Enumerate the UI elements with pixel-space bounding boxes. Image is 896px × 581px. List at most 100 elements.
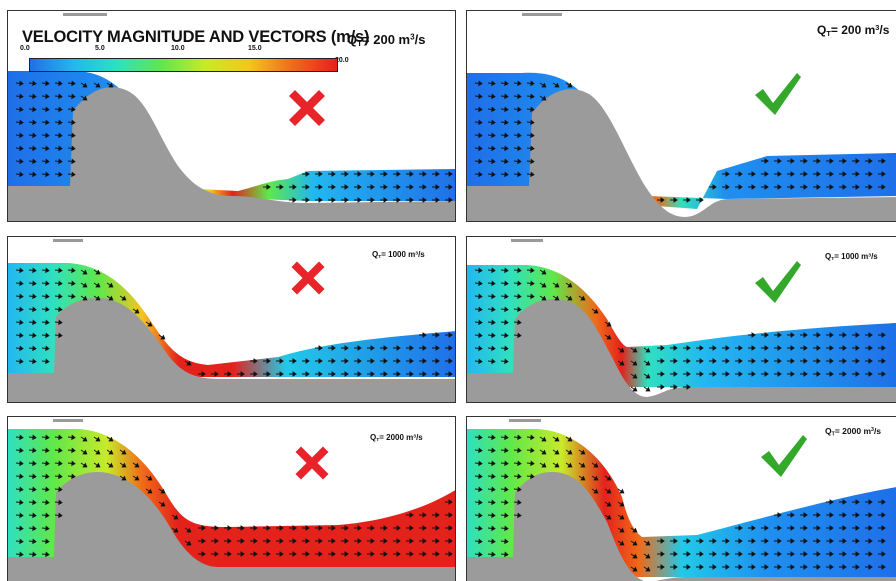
velocity-vector-arrow <box>526 132 535 139</box>
velocity-vector-arrow <box>487 119 496 126</box>
velocity-vector-arrow <box>500 525 509 532</box>
velocity-vector-arrow <box>93 436 101 442</box>
velocity-vector-arrow <box>406 197 414 203</box>
x-mark-icon <box>291 261 325 295</box>
velocity-vector-arrow <box>657 358 665 364</box>
velocity-vector-arrow <box>341 358 349 364</box>
velocity-vector-arrow <box>526 93 535 100</box>
velocity-vector-arrow <box>852 158 860 164</box>
velocity-vector-arrow <box>41 447 50 454</box>
velocity-vector-arrow <box>474 280 483 287</box>
velocity-vector-arrow <box>474 319 483 326</box>
velocity-vector-arrow <box>487 358 496 365</box>
velocity-vector-arrow <box>341 171 349 177</box>
velocity-vector-arrow <box>171 514 179 520</box>
velocity-vector-arrow <box>41 293 50 300</box>
velocity-vector-arrow <box>722 538 730 544</box>
velocity-vector-arrow <box>28 132 37 139</box>
velocity-vector-arrow <box>552 462 560 468</box>
velocity-vector-arrow <box>289 371 297 377</box>
velocity-vector-arrow <box>839 171 847 177</box>
velocity-vector-arrow <box>28 80 37 87</box>
velocity-vector-arrow <box>813 158 821 164</box>
velocity-vector-arrow <box>826 538 834 544</box>
velocity-vector-arrow <box>158 501 166 507</box>
velocity-vector-arrow <box>393 551 401 557</box>
velocity-vector-arrow <box>500 306 509 313</box>
velocity-vector-arrow <box>41 486 50 493</box>
velocity-vector-arrow <box>552 282 560 288</box>
velocity-vector-arrow <box>826 551 834 557</box>
velocity-vector-arrow <box>709 358 717 364</box>
velocity-vector-arrow <box>839 358 847 364</box>
velocity-vector-arrow <box>500 145 509 152</box>
velocity-vector-arrow <box>341 525 349 531</box>
velocity-vector-arrow <box>526 119 535 126</box>
velocity-vector-arrow <box>774 525 782 531</box>
velocity-vector-arrow <box>289 358 297 364</box>
velocity-vector-arrow <box>500 538 509 545</box>
velocity-vector-arrow <box>604 514 612 520</box>
velocity-vector-arrow <box>500 460 509 467</box>
velocity-vector-arrow <box>41 171 50 178</box>
velocity-vector-arrow <box>41 345 50 352</box>
velocity-vector-arrow <box>487 434 496 441</box>
velocity-vector-arrow <box>367 184 375 190</box>
velocity-vector-arrow <box>800 345 808 351</box>
velocity-vector-arrow <box>119 462 127 468</box>
velocity-vector-arrow <box>393 358 401 364</box>
velocity-vector-arrow <box>617 527 625 533</box>
velocity-vector-arrow <box>774 551 782 557</box>
velocity-vector-arrow <box>487 80 496 87</box>
velocity-vector-arrow <box>445 197 453 203</box>
velocity-vector-arrow <box>380 197 388 203</box>
velocity-vector-arrow <box>513 473 522 480</box>
velocity-vector-arrow <box>419 345 427 351</box>
velocity-vector-arrow <box>445 171 453 177</box>
velocity-vector-arrow <box>54 332 63 339</box>
velocity-vector-arrow <box>813 525 821 531</box>
velocity-vector-arrow <box>865 158 873 164</box>
velocity-vector-arrow <box>15 525 24 532</box>
discharge-label: QT= 1000 m3/s <box>825 252 878 263</box>
velocity-vector-arrow <box>761 345 769 351</box>
velocity-vector-arrow <box>513 486 522 493</box>
velocity-vector-arrow <box>487 280 496 287</box>
velocity-vector-arrow <box>500 132 509 139</box>
velocity-vector-arrow <box>474 551 483 558</box>
velocity-vector-arrow <box>800 538 808 544</box>
velocity-vector-arrow <box>380 184 388 190</box>
velocity-vector-arrow <box>67 93 76 100</box>
velocity-vector-arrow <box>67 132 76 139</box>
velocity-vector-arrow <box>15 106 24 113</box>
velocity-vector-arrow <box>28 460 37 467</box>
legend-colorbar <box>29 58 338 72</box>
velocity-vector-arrow <box>15 306 24 313</box>
velocity-vector-arrow <box>526 447 535 454</box>
velocity-vector-arrow <box>132 308 140 314</box>
velocity-vector-arrow <box>15 447 24 454</box>
spillway-ground <box>467 472 896 581</box>
velocity-vector-arrow <box>341 371 349 377</box>
velocity-vector-arrow <box>839 525 847 531</box>
velocity-vector-arrow <box>28 345 37 352</box>
velocity-vector-arrow <box>315 184 323 190</box>
velocity-vector-arrow <box>630 347 638 353</box>
velocity-vector-arrow <box>184 540 192 546</box>
velocity-vector-arrow <box>878 171 886 177</box>
velocity-vector-arrow <box>774 538 782 544</box>
velocity-vector-arrow <box>839 345 847 351</box>
velocity-vector-arrow <box>432 525 440 531</box>
velocity-vector-arrow <box>341 345 349 351</box>
velocity-vector-arrow <box>878 332 886 338</box>
velocity-vector-arrow <box>487 332 496 339</box>
velocity-vector-arrow <box>852 525 860 531</box>
velocity-vector-arrow <box>839 371 847 377</box>
velocity-vector-arrow <box>289 197 297 203</box>
velocity-vector-arrow <box>865 512 873 518</box>
velocity-vector-arrow <box>28 267 37 274</box>
velocity-vector-arrow <box>878 358 886 364</box>
velocity-vector-arrow <box>761 184 769 190</box>
velocity-vector-arrow <box>132 462 140 468</box>
velocity-vector-arrow <box>224 538 232 544</box>
